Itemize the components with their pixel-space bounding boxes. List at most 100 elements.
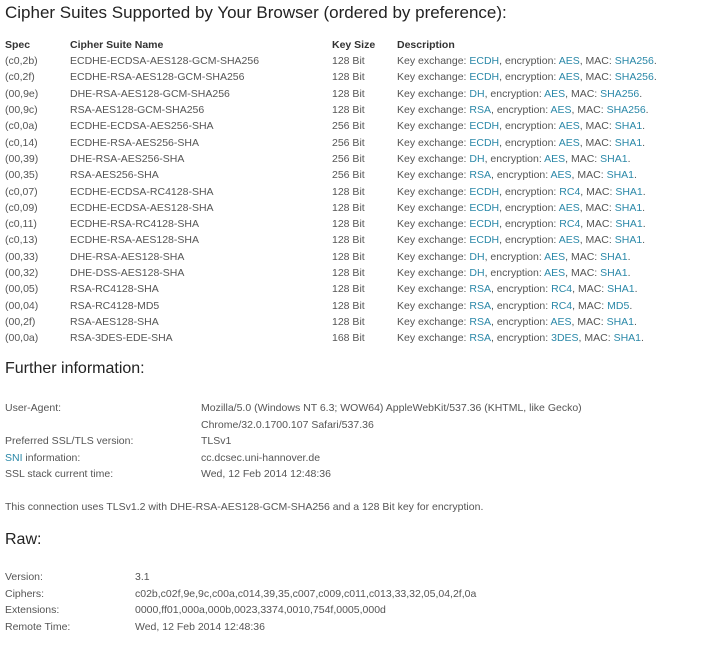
cipher-spec: (00,0a) (5, 332, 39, 345)
cipher-spec: (c0,0a) (5, 120, 38, 133)
further-info-title: Further information: (5, 360, 145, 378)
cipher-key-size: 128 Bit (332, 55, 365, 68)
sni-link[interactable]: SNI (5, 451, 23, 464)
enc-link[interactable]: AES (558, 201, 580, 214)
mac-link[interactable]: SHA1 (613, 332, 641, 345)
kx-link[interactable]: ECDH (469, 136, 500, 149)
enc-link[interactable]: AES (544, 87, 566, 100)
mac-label: , MAC: (571, 104, 607, 117)
cipher-key-size: 168 Bit (332, 332, 365, 345)
enc-link[interactable]: AES (550, 104, 572, 117)
mac-link[interactable]: SHA1 (615, 218, 643, 231)
raw-value: Wed, 12 Feb 2014 12:48:36 (135, 620, 265, 633)
cipher-key-size: 128 Bit (332, 104, 365, 117)
cipher-spec: (c0,11) (5, 218, 37, 231)
enc-link[interactable]: AES (544, 267, 566, 279)
end-dot: . (641, 332, 644, 345)
kx-link[interactable]: ECDH (469, 120, 500, 133)
raw-row: Extensions: 0000,ff01,000a,000b,0023,3374… (5, 602, 698, 619)
mac-link[interactable]: MD5 (607, 299, 630, 312)
enc-label: , encryption: (490, 104, 551, 117)
kx-label: Key exchange: (397, 332, 470, 345)
cipher-description: Key exchange: ECDH, encryption: AES, MAC… (397, 232, 657, 248)
mac-link[interactable]: SHA1 (614, 234, 643, 247)
cipher-spec: (c0,09) (5, 201, 38, 214)
kx-link[interactable]: DH (469, 267, 485, 279)
kx-link[interactable]: DH (469, 87, 485, 100)
enc-label: , encryption: (490, 299, 552, 312)
cipher-key-size: 128 Bit (332, 201, 365, 214)
mac-link[interactable]: SHA1 (600, 267, 628, 279)
sni-value: cc.dcsec.uni-hannover.de (201, 451, 321, 464)
mac-link[interactable]: SHA1 (607, 283, 635, 296)
stack-time-label: SSL stack current time: (5, 468, 114, 481)
kx-link[interactable]: RSA (469, 283, 491, 296)
kx-link[interactable]: ECDH (469, 185, 500, 198)
kx-link[interactable]: ECDH (469, 201, 500, 214)
mac-link[interactable]: SHA1 (614, 201, 643, 214)
enc-link[interactable]: AES (550, 169, 572, 182)
kx-link[interactable]: RSA (469, 104, 491, 117)
end-dot: . (629, 299, 633, 312)
kx-link[interactable]: ECDH (469, 218, 500, 231)
mac-link[interactable]: SHA256 (606, 104, 646, 117)
table-row: (c0,11) ECDHE-RSA-RC4128-SHA 128 Bit Key ex… (5, 216, 657, 232)
mac-link[interactable]: SHA1 (606, 169, 634, 182)
enc-link[interactable]: AES (558, 234, 580, 247)
enc-link[interactable]: AES (544, 250, 566, 263)
cipher-key-size: 128 Bit (332, 87, 365, 100)
mac-link[interactable]: SHA1 (600, 250, 628, 263)
mac-link[interactable]: SHA1 (606, 315, 634, 328)
kx-link[interactable]: RSA (469, 315, 491, 328)
mac-link[interactable]: SHA1 (615, 185, 643, 198)
raw-value: 3.1 (135, 571, 150, 584)
kx-label: Key exchange: (397, 218, 470, 231)
table-row: (c0,07) ECDHE-ECDSA-RC4128-SHA 128 Bit Key … (5, 183, 657, 199)
enc-link[interactable]: AES (558, 136, 580, 149)
mac-link[interactable]: SHA1 (614, 120, 643, 133)
cipher-key-size: 256 Bit (332, 136, 365, 149)
kx-link[interactable]: ECDH (469, 234, 500, 247)
cipher-name: RSA-3DES-EDE-SHA (70, 332, 173, 345)
enc-link[interactable]: AES (558, 55, 580, 68)
enc-label: , encryption: (499, 55, 559, 68)
table-row: (c0,14) ECDHE-RSA-AES256-SHA 256 Bit Key ex… (5, 134, 657, 150)
page-title: Cipher Suites Supported by Your Browser … (5, 3, 507, 22)
kx-link[interactable]: RSA (469, 332, 491, 345)
enc-link[interactable]: RC4 (551, 299, 573, 312)
mac-label: , MAC: (572, 299, 608, 312)
mac-link[interactable]: SHA1 (614, 136, 643, 149)
cipher-description: Key exchange: ECDH, encryption: RC4, MAC… (397, 216, 657, 232)
kx-label: Key exchange: (397, 250, 470, 263)
cipher-spec: (00,2f) (5, 315, 36, 328)
enc-link[interactable]: 3DES (551, 332, 579, 345)
kx-link[interactable]: DH (469, 250, 485, 263)
cipher-key-size: 128 Bit (332, 267, 365, 279)
header-description: Description (397, 39, 455, 51)
enc-link[interactable]: AES (558, 120, 580, 133)
enc-link[interactable]: RC4 (559, 218, 581, 231)
mac-link[interactable]: SHA256 (614, 55, 654, 68)
kx-label: Key exchange: (397, 267, 470, 279)
enc-label: , encryption: (499, 218, 560, 231)
enc-link[interactable]: RC4 (559, 185, 581, 198)
cipher-key-size: 256 Bit (332, 120, 365, 133)
cipher-name: ECDHE-RSA-RC4128-SHA (70, 218, 199, 231)
mac-link[interactable]: SHA256 (600, 87, 640, 100)
enc-link[interactable]: RC4 (551, 283, 573, 296)
enc-link[interactable]: AES (558, 71, 580, 84)
table-row: (00,04) RSA-RC4128-MD5 128 Bit Key exchange… (5, 297, 657, 313)
raw-row: Version: 3.1 (5, 569, 698, 586)
kx-link[interactable]: ECDH (469, 55, 500, 68)
kx-link[interactable]: DH (469, 152, 485, 165)
enc-link[interactable]: AES (550, 315, 572, 328)
kx-link[interactable]: RSA (469, 169, 491, 182)
mac-link[interactable]: SHA1 (600, 152, 628, 165)
kx-link[interactable]: ECDH (469, 71, 500, 84)
mac-link[interactable]: SHA256 (614, 71, 654, 84)
kx-link[interactable]: RSA (469, 299, 491, 312)
cipher-name: ECDHE-RSA-AES256-SHA (70, 136, 199, 149)
raw-value: 0000,ff01,000a,000b,0023,3374,0010,754f,… (135, 604, 386, 617)
enc-link[interactable]: AES (544, 152, 566, 165)
cipher-description: Key exchange: ECDH, encryption: RC4, MAC… (397, 183, 657, 199)
